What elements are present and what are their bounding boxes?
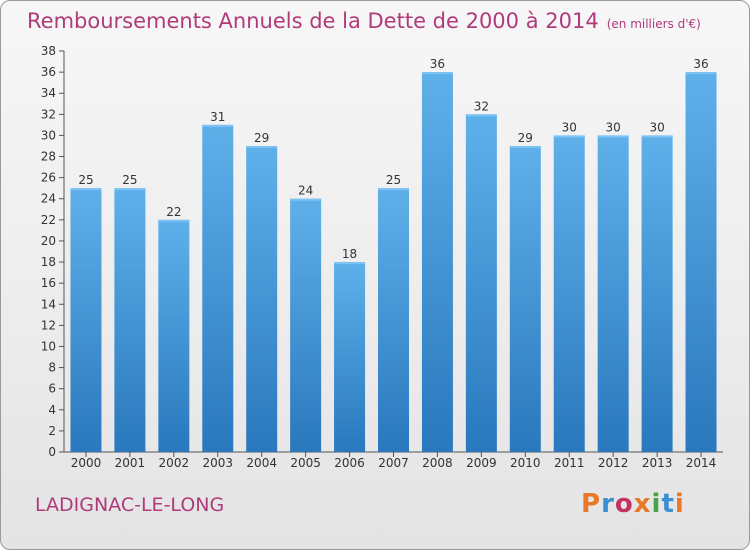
bar bbox=[509, 145, 541, 452]
y-tick-label: 10 bbox=[41, 339, 56, 353]
bar-highlight bbox=[465, 114, 497, 117]
bar bbox=[114, 188, 146, 452]
logo-letter: t bbox=[661, 489, 675, 519]
bar bbox=[421, 72, 453, 453]
x-tick-label: 2006 bbox=[334, 456, 365, 470]
bar-highlight bbox=[378, 188, 409, 191]
y-tick-label: 6 bbox=[48, 382, 56, 396]
y-tick-label: 36 bbox=[41, 65, 56, 79]
logo-letter: i bbox=[651, 489, 662, 519]
bar-highlight bbox=[334, 262, 366, 265]
bar-highlight bbox=[597, 135, 629, 138]
y-tick-label: 28 bbox=[41, 150, 56, 164]
y-tick-label: 20 bbox=[41, 234, 56, 248]
x-tick-label: 2005 bbox=[290, 456, 321, 470]
logo-letter: P bbox=[581, 489, 602, 519]
data-label: 36 bbox=[430, 57, 445, 71]
chart-title-text: Remboursements Annuels de la Dette de 20… bbox=[27, 9, 599, 33]
data-label: 30 bbox=[649, 120, 664, 134]
x-tick-label: 2014 bbox=[686, 456, 717, 470]
x-tick-label: 2007 bbox=[378, 456, 409, 470]
bar-highlight bbox=[641, 135, 673, 138]
bar bbox=[70, 188, 102, 452]
data-label: 31 bbox=[210, 110, 225, 124]
bar-highlight bbox=[685, 72, 717, 75]
data-label: 25 bbox=[386, 173, 401, 187]
data-label: 30 bbox=[606, 120, 621, 134]
chart-data-labels: 25 25 22 31 29 24 18 25 36 32 29 30 30 30 36 bbox=[78, 57, 708, 261]
y-tick-label: 38 bbox=[41, 44, 56, 58]
data-label: 29 bbox=[518, 131, 533, 145]
data-label: 25 bbox=[78, 173, 93, 187]
x-tick-label: 2002 bbox=[159, 456, 190, 470]
bar bbox=[465, 114, 497, 452]
bar bbox=[290, 198, 322, 452]
data-label: 32 bbox=[474, 99, 489, 113]
x-tick-label: 2010 bbox=[510, 456, 541, 470]
bar-highlight bbox=[553, 135, 585, 138]
data-label: 18 bbox=[342, 247, 357, 261]
data-label: 22 bbox=[166, 205, 181, 219]
x-tick-label: 2000 bbox=[71, 456, 102, 470]
x-tick-label: 2001 bbox=[115, 456, 146, 470]
bar-highlight bbox=[290, 198, 322, 201]
logo-letter: r bbox=[601, 489, 615, 519]
y-tick-label: 8 bbox=[48, 361, 56, 375]
y-tick-label: 32 bbox=[41, 107, 56, 121]
y-tick-label: 30 bbox=[41, 128, 56, 142]
y-tick-label: 16 bbox=[41, 276, 56, 290]
y-tick-label: 24 bbox=[41, 192, 56, 206]
bar-highlight bbox=[421, 72, 453, 75]
y-tick-label: 0 bbox=[48, 445, 56, 459]
bar bbox=[158, 219, 190, 452]
y-tick-label: 18 bbox=[41, 255, 56, 269]
bar-highlight bbox=[114, 188, 146, 191]
x-tick-label: 2008 bbox=[422, 456, 453, 470]
x-tick-label: 2003 bbox=[202, 456, 233, 470]
data-label: 30 bbox=[562, 120, 577, 134]
bar bbox=[685, 72, 717, 453]
chart-title: Remboursements Annuels de la Dette de 20… bbox=[27, 9, 701, 33]
bar-highlight bbox=[70, 188, 102, 191]
logo-letter: x bbox=[633, 489, 652, 519]
bar bbox=[202, 124, 234, 453]
y-tick-label: 34 bbox=[41, 86, 56, 100]
data-label: 25 bbox=[122, 173, 137, 187]
x-tick-label: 2011 bbox=[554, 456, 585, 470]
logo-letter: o bbox=[614, 489, 634, 519]
y-tick-label: 12 bbox=[41, 318, 56, 332]
data-label: 29 bbox=[254, 131, 269, 145]
y-tick-label: 4 bbox=[48, 403, 56, 417]
y-tick-label: 2 bbox=[48, 424, 56, 438]
data-label: 24 bbox=[298, 184, 313, 198]
logo-letter: i bbox=[674, 489, 685, 519]
bar bbox=[641, 135, 673, 452]
x-tick-label: 2012 bbox=[598, 456, 629, 470]
city-name: LADIGNAC-LE-LONG bbox=[35, 494, 225, 516]
bar bbox=[334, 262, 366, 452]
bar bbox=[597, 135, 629, 452]
data-label: 36 bbox=[693, 57, 708, 71]
x-tick-label: 2013 bbox=[642, 456, 673, 470]
chart-bars bbox=[70, 72, 717, 453]
chart-unit-label: (en milliers d'€) bbox=[606, 17, 701, 31]
bar bbox=[246, 145, 278, 452]
y-tick-label: 14 bbox=[41, 297, 56, 311]
bar-highlight bbox=[202, 124, 234, 127]
x-tick-label: 2004 bbox=[246, 456, 277, 470]
bar-highlight bbox=[158, 219, 190, 222]
bar bbox=[553, 135, 585, 452]
x-tick-label: 2009 bbox=[466, 456, 497, 470]
bar-highlight bbox=[509, 145, 541, 148]
y-tick-label: 22 bbox=[41, 213, 56, 227]
bar bbox=[378, 188, 409, 452]
y-tick-label: 26 bbox=[41, 171, 56, 185]
bar-highlight bbox=[246, 145, 278, 148]
proxiti-logo: Proxiti bbox=[581, 489, 685, 519]
